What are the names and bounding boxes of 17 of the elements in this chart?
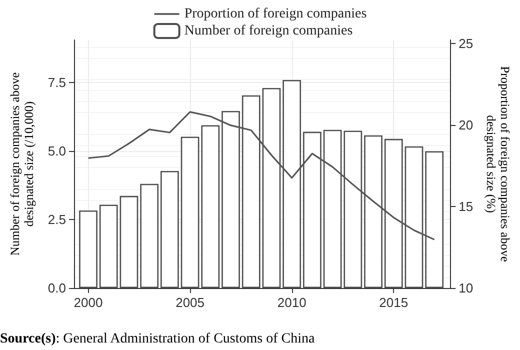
y2-tick-label: 20 [458,117,474,132]
x-tick-label: 2005 [176,295,205,310]
y-axis-title: Number of foreign companies above designated size (/10,000) [8,72,36,256]
y2-tick-label: 15 [458,198,474,214]
source-note: Source(s): General Administration of Customs of China [0,332,316,346]
y2-tick-label: 25 [458,36,474,51]
x-tick-label: 2000 [74,295,103,310]
legend-label: Proportion of foreign companies [184,6,367,22]
y2-axis-title: Proportion of foreign companies above designated size (%) [484,66,512,262]
y2-tick-label: 10 [458,280,474,296]
x-tick-label: 2010 [277,295,306,310]
legend-label: Number of foreign companies [184,24,353,38]
x-tick-label: 2015 [379,295,408,310]
y-tick-label: 7.5 [48,74,66,90]
y-tick-label: 5.0 [48,143,66,158]
y-tick-label: 2.5 [48,212,66,227]
y-tick-label: 0.0 [48,280,66,296]
